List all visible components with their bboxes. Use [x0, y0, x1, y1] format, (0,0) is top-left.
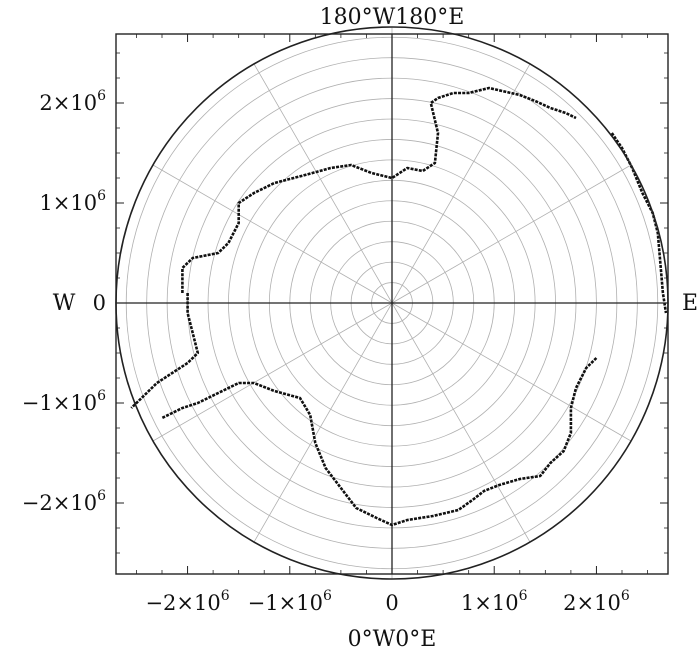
- coastline-segment: [161, 357, 598, 527]
- y-tick-label: −1×106: [22, 388, 106, 415]
- x-tick-label: −2×106: [145, 588, 229, 615]
- x-tick-label: −1×106: [248, 588, 332, 615]
- map-bottom-label: 0°W0°E: [348, 627, 437, 652]
- coastline-segment: [610, 132, 668, 314]
- y-tick-label: 0: [93, 291, 106, 315]
- y-tick-label: 2×106: [39, 88, 106, 115]
- coastline-segment: [130, 293, 200, 409]
- x-tick-label: 2×106: [563, 588, 630, 615]
- y-tick-label: −2×106: [22, 488, 106, 515]
- axis-ticks: −2×106 −1×106 0 1×106 2×106 2×106 1×106 0 −1×106…: [22, 34, 668, 615]
- coastline: [130, 86, 668, 527]
- axes-cross: [116, 34, 668, 574]
- map-title: 180°W180°E: [320, 5, 465, 30]
- y-tick-label: 1×106: [39, 188, 106, 215]
- x-tick-label: 0: [385, 591, 398, 615]
- coastline-segment: [181, 86, 577, 293]
- map-left-label: W: [53, 291, 76, 316]
- map-right-label: E: [682, 291, 698, 316]
- x-tick-label: 1×106: [461, 588, 528, 615]
